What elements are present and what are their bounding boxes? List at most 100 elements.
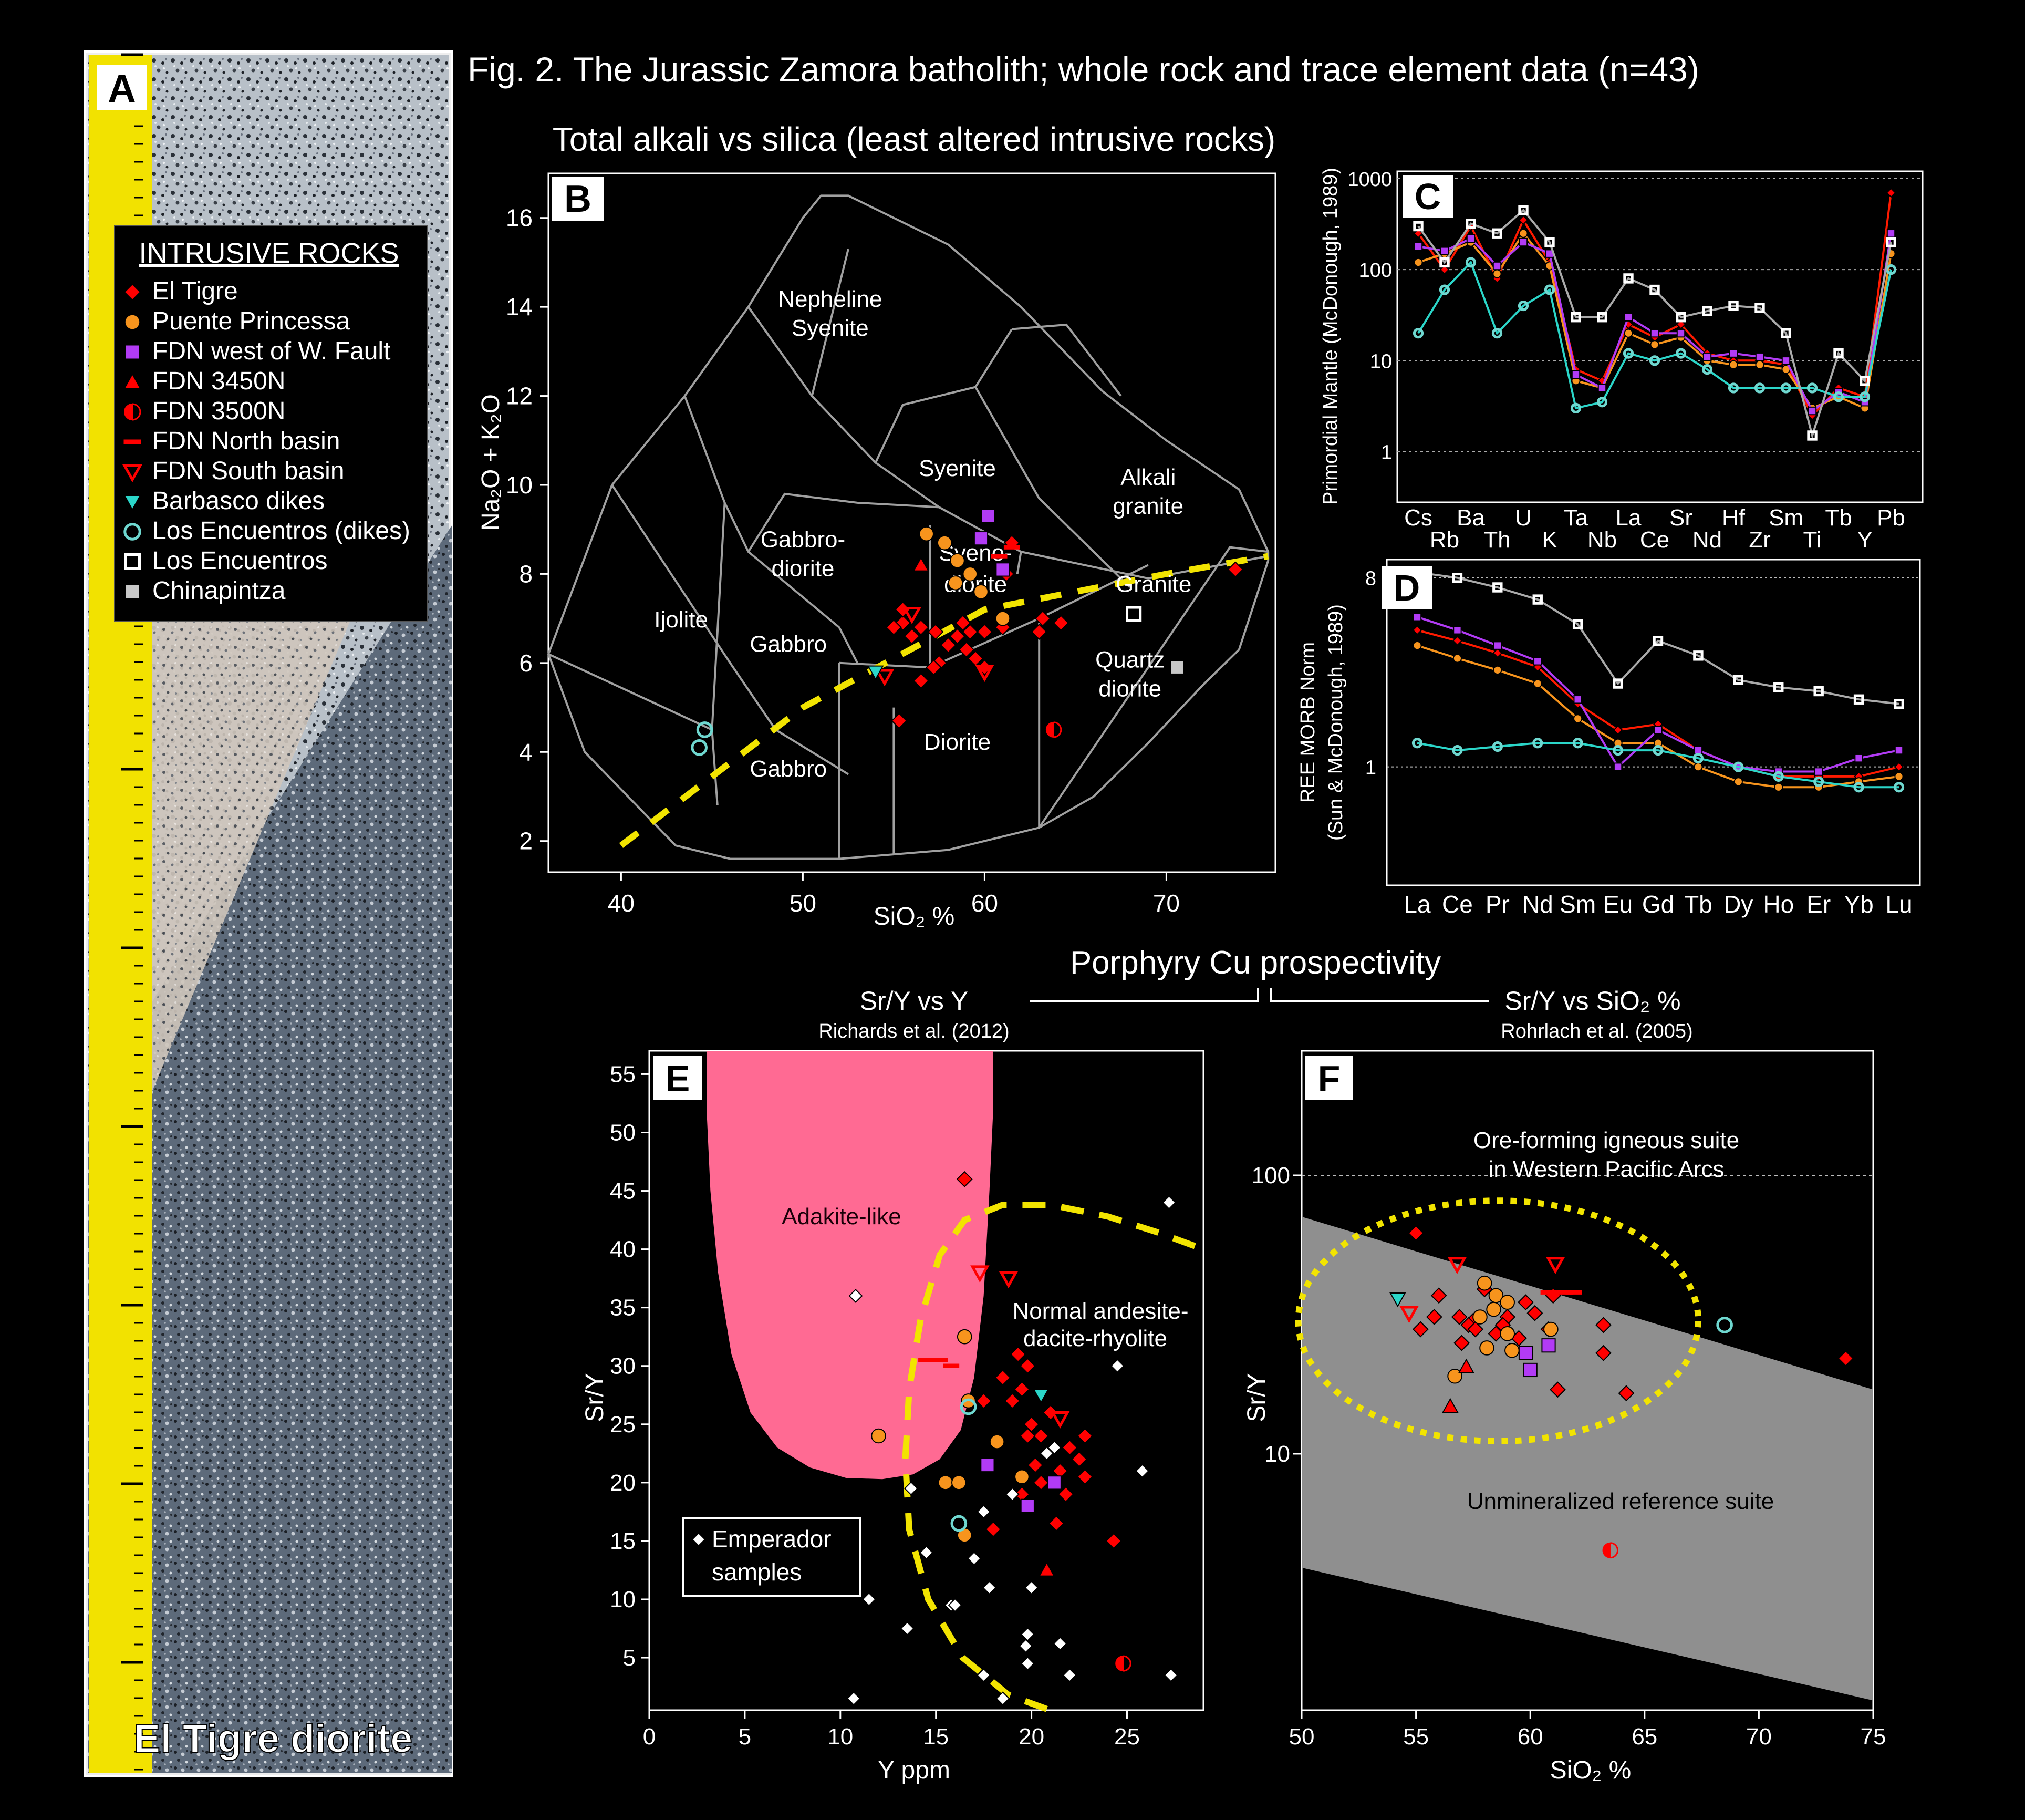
emperador-legend-label-2: samples — [712, 1558, 802, 1586]
sry-sio2-point-puente-princessa — [1479, 1340, 1494, 1356]
spider-element-label: Nb — [1587, 527, 1617, 553]
spider-element-label: Cs — [1404, 505, 1432, 531]
spider-point-los-encuentros-dikes — [1859, 391, 1871, 402]
sry-sio2-point-fdn-north-basin — [1556, 1290, 1573, 1295]
ree-point-los-encuentros-dikes — [1773, 771, 1784, 782]
legend-label-puente-princessa: Puente Princessa — [152, 307, 350, 335]
panel-a-letter-box — [97, 65, 147, 110]
spider-point-puente-princessa — [1624, 328, 1633, 338]
panel-e-letter-box — [653, 1056, 702, 1100]
ree-gridlines — [1387, 577, 1920, 768]
ree-point-los-encuentros — [1452, 573, 1463, 583]
sry-y-y-tick-label: 50 — [610, 1120, 636, 1145]
sry-y-point-el-tigre — [1057, 1486, 1074, 1503]
ree-element-label: Yb — [1844, 891, 1873, 918]
tas-point-el-tigre — [1031, 624, 1047, 640]
sry-sio2-x-label: SiO₂ % — [1550, 1756, 1632, 1784]
spider-line-los-encuentros — [1417, 209, 1892, 440]
sry-y-point-emperador-samples — [1110, 1359, 1125, 1373]
spider-element-label: Y — [1857, 527, 1872, 553]
sry-sio2-point-puente-princessa — [1486, 1301, 1501, 1317]
spider-point-los-encuentros — [1676, 312, 1686, 323]
legend-marker-fdn-3450n — [123, 373, 141, 389]
sry-sio2-point-puente-princessa — [1477, 1275, 1492, 1291]
tas-field-label-gabbro: Gabbro — [750, 632, 827, 657]
ree-point-los-encuentros-dikes — [1492, 741, 1503, 752]
sry-sio2-point-puente-princessa — [1504, 1343, 1520, 1358]
ree-point-los-encuentros-dikes — [1853, 782, 1864, 793]
tas-point-puente-princessa — [973, 584, 989, 599]
tas-heading: Total alkali vs silica (least altered in… — [553, 120, 1275, 158]
emperador-legend-diamond — [691, 1532, 706, 1547]
sry-sio2-point-el-tigre — [1837, 1350, 1854, 1367]
tas-field-boundary-7 — [874, 328, 1013, 463]
core-rock-light-zone — [147, 604, 357, 1103]
tas-x-tick-label: 60 — [971, 890, 998, 917]
sry-y-point-emperador-samples — [848, 1289, 863, 1303]
spider-element-label: K — [1542, 527, 1557, 553]
ree-series — [1411, 567, 1905, 793]
ree-point-fdn-west-of-w-fault — [1453, 626, 1462, 635]
sry-sio2-point-fdn-3500n — [1602, 1542, 1611, 1558]
tas-y-tick-label: 12 — [506, 382, 533, 410]
spider-point-los-encuentros — [1544, 237, 1555, 247]
tas-field-boundary-6 — [811, 249, 849, 397]
sry-sio2-point-fdn-west-of-w-fault — [1541, 1338, 1556, 1353]
legend-label-el-tigre: El Tigre — [152, 277, 238, 305]
sry-y-y-tick-label: 10 — [610, 1587, 636, 1612]
sry-sio2-point-puente-princessa — [1543, 1321, 1559, 1337]
spider-point-puente-princessa — [1729, 360, 1738, 369]
sry-y-point-emperador-samples — [900, 1621, 915, 1636]
ree-element-label: Nd — [1522, 891, 1553, 918]
sry-y-point-el-tigre — [1105, 1533, 1122, 1549]
sry-y-x-tick-label: 25 — [1114, 1724, 1140, 1750]
sry-y-x-tick-label: 15 — [923, 1724, 949, 1750]
sry-sio2-x-tick-label: 60 — [1518, 1724, 1543, 1750]
ree-point-fdn-west-of-w-fault — [1613, 762, 1623, 771]
ree-point-los-encuentros — [1572, 619, 1583, 629]
ree-element-label: Ce — [1442, 891, 1473, 918]
spider-point-los-encuentros — [1518, 205, 1529, 215]
tas-point-fdn-west-of-w-fault — [981, 509, 995, 523]
sry-y-point-el-tigre — [1013, 1381, 1030, 1398]
sry-sio2-point-el-tigre — [1595, 1317, 1612, 1333]
tas-point-los-encuentros-dikes — [696, 721, 713, 738]
tas-point-puente-princessa — [937, 535, 952, 551]
tas-point-el-tigre — [949, 628, 965, 645]
ree-point-los-encuentros-dikes — [1612, 745, 1624, 756]
ree-point-fdn-west-of-w-fault — [1413, 613, 1422, 622]
spider-element-label: Ti — [1803, 527, 1821, 553]
spider-point-puente-princessa — [1414, 257, 1423, 267]
sry-sio2-point-el-tigre — [1618, 1385, 1635, 1402]
tas-point-el-tigre — [912, 673, 929, 689]
spider-point-los-encuentros-dikes — [1544, 284, 1555, 295]
spider-point-fdn-west-of-w-fault — [1676, 328, 1686, 338]
ree-point-puente-princessa — [1573, 714, 1583, 723]
alkaline-subalkaline-divider — [619, 553, 1269, 848]
sry-y-x-tick-label: 10 — [827, 1724, 853, 1750]
spider-point-fdn-west-of-w-fault — [1440, 246, 1449, 256]
spider-point-los-encuentros — [1492, 228, 1502, 239]
legend-label-chinapintza: Chinapintza — [152, 577, 286, 605]
sry-sio2-x-tick-label: 55 — [1403, 1724, 1429, 1750]
unmineralized-reference-band — [1302, 1216, 1873, 1701]
ree-point-fdn-west-of-w-fault — [1814, 767, 1823, 776]
ree-line-los-encuentros — [1417, 571, 1899, 705]
sry-y-point-fdn-north-basin — [943, 1363, 960, 1368]
sry-sio2-y-tick-label: 100 — [1252, 1163, 1290, 1188]
normal-arc-label-1: Normal andesite- — [1012, 1298, 1188, 1324]
ree-point-los-encuentros — [1894, 698, 1904, 709]
tas-field-label-gabbro-diorite: Gabbro- — [761, 527, 845, 553]
sry-y-point-el-tigre — [1019, 1358, 1036, 1374]
porphyry-heading-group: Porphyry Cu prospectivity Sr/Y vs Y Rich… — [818, 945, 1692, 1042]
emperador-legend-marker — [691, 1532, 706, 1547]
spider-y-label: Primordial Mantle (McDonough, 1989) — [1320, 168, 1342, 505]
sry-y-point-fdn-south-basin — [970, 1265, 990, 1283]
sry-y-x-tick-label: 5 — [739, 1724, 751, 1750]
spider-point-fdn-west-of-w-fault — [1808, 406, 1817, 416]
spider-point-fdn-west-of-w-fault — [1466, 234, 1476, 243]
sry-y-point-emperador-samples — [919, 1545, 933, 1560]
spider-point-fdn-west-of-w-fault — [1886, 229, 1896, 238]
tas-field-label-diorite: Diorite — [924, 729, 991, 755]
